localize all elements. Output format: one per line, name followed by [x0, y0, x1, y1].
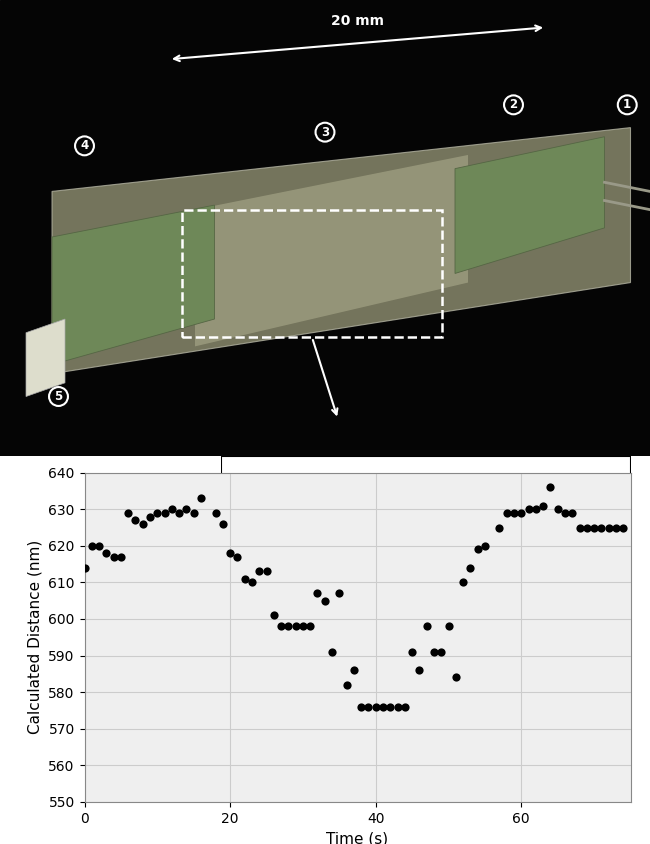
Point	[450, 671, 461, 684]
Point	[298, 619, 308, 633]
Point	[582, 521, 592, 534]
Point	[341, 678, 352, 691]
Point	[145, 510, 155, 523]
Point	[443, 619, 454, 633]
Point	[494, 521, 504, 534]
Point	[363, 700, 374, 713]
Point	[356, 700, 367, 713]
Point	[575, 521, 585, 534]
Point	[429, 645, 439, 658]
Point	[465, 561, 476, 575]
Point	[421, 619, 432, 633]
Point	[348, 663, 359, 677]
Point	[86, 539, 97, 553]
Point	[393, 700, 403, 713]
Point	[473, 543, 483, 556]
Text: Measurement Arm: Measurement Arm	[401, 490, 516, 503]
Point	[560, 506, 570, 520]
Point	[603, 521, 614, 534]
Polygon shape	[455, 137, 604, 273]
Point	[247, 576, 257, 589]
Point	[94, 539, 104, 553]
Point	[211, 506, 221, 520]
Point	[334, 587, 345, 600]
Point	[166, 502, 177, 516]
Point	[159, 506, 170, 520]
Point	[232, 550, 242, 564]
Point	[79, 561, 90, 575]
Y-axis label: Calculated Distance (nm): Calculated Distance (nm)	[28, 540, 43, 734]
Point	[101, 546, 112, 560]
Point	[138, 517, 148, 531]
Point	[312, 587, 322, 600]
Point	[502, 506, 512, 520]
Point	[174, 506, 185, 520]
Point	[239, 572, 250, 586]
Point	[618, 521, 629, 534]
Polygon shape	[195, 155, 468, 346]
Point	[254, 565, 265, 578]
Point	[305, 619, 315, 633]
Text: 2: 2	[510, 98, 517, 111]
Point	[268, 609, 279, 622]
Text: 20 mm: 20 mm	[331, 14, 384, 28]
Point	[378, 700, 388, 713]
Point	[370, 700, 381, 713]
Point	[552, 502, 563, 516]
Point	[530, 502, 541, 516]
Point	[196, 491, 206, 505]
Point	[589, 521, 599, 534]
Point	[116, 550, 126, 564]
Point	[538, 499, 549, 512]
Point	[130, 513, 140, 527]
Point	[400, 700, 410, 713]
Text: 4: 4	[81, 139, 88, 153]
Text: 3: 3	[321, 126, 329, 138]
Point	[407, 645, 417, 658]
Point	[109, 550, 119, 564]
Point	[152, 506, 162, 520]
Point	[291, 619, 301, 633]
Text: 1: 1	[623, 98, 631, 111]
Point	[596, 521, 606, 534]
Polygon shape	[52, 127, 630, 374]
Point	[611, 521, 621, 534]
Point	[188, 506, 199, 520]
Polygon shape	[26, 319, 65, 397]
Point	[218, 517, 228, 531]
Point	[523, 502, 534, 516]
Point	[516, 506, 526, 520]
Point	[283, 619, 294, 633]
Point	[327, 645, 337, 658]
Point	[436, 645, 447, 658]
Point	[181, 502, 192, 516]
Polygon shape	[52, 205, 214, 365]
Bar	[182, 209, 442, 338]
Point	[123, 506, 133, 520]
X-axis label: Time (s): Time (s)	[326, 831, 389, 844]
Text: Reference Arm: Reference Arm	[412, 576, 505, 590]
Point	[261, 565, 272, 578]
Point	[276, 619, 286, 633]
Point	[320, 594, 330, 608]
Text: 5: 5	[55, 390, 62, 403]
Point	[385, 700, 395, 713]
Point	[414, 663, 424, 677]
Point	[567, 506, 577, 520]
Point	[545, 480, 556, 494]
Point	[509, 506, 519, 520]
Point	[480, 539, 490, 553]
Point	[225, 546, 235, 560]
Point	[458, 576, 468, 589]
